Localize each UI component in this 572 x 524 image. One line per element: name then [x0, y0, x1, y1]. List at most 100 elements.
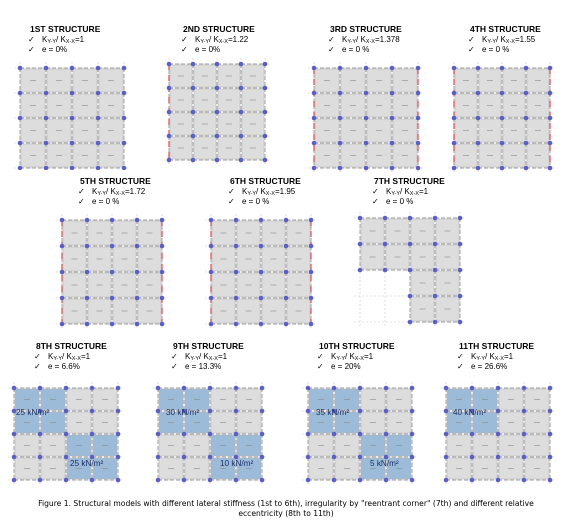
column-node [37, 477, 43, 483]
column-node [155, 408, 161, 414]
column-node [181, 454, 187, 460]
column-node [89, 408, 95, 414]
column-node [382, 215, 388, 221]
stiffness-ratio: ✓ KY-Y/ KX-X=1.378 [328, 35, 400, 45]
column-node [357, 215, 363, 221]
column-node [475, 115, 481, 121]
column-node [547, 385, 553, 391]
check-icon: ✓ [228, 197, 235, 206]
column-node [208, 321, 214, 327]
eccentricity: ✓ e = 0% [181, 45, 221, 54]
column-node [443, 431, 449, 437]
structure-title: 7TH STRUCTURE [374, 176, 445, 186]
column-node [115, 454, 121, 460]
column-node [17, 90, 23, 96]
eccentricity: ✓ e = 13.3% [171, 362, 222, 371]
check-icon: ✓ [171, 352, 178, 361]
column-node [233, 269, 239, 275]
column-node [258, 243, 264, 249]
column-node [121, 165, 127, 171]
column-node [109, 269, 115, 275]
column-node [523, 140, 529, 146]
column-node [214, 109, 220, 115]
column-node [134, 269, 140, 275]
column-node [337, 65, 343, 71]
column-node [283, 243, 289, 249]
column-node [262, 109, 268, 115]
check-icon: ✓ [28, 45, 35, 54]
column-node [258, 217, 264, 223]
column-node [415, 165, 421, 171]
column-node [475, 65, 481, 71]
column-node [115, 408, 121, 414]
column-node [43, 115, 49, 121]
column-node [415, 65, 421, 71]
column-node [547, 65, 553, 71]
eccentricity: ✓ e = 26.6% [457, 362, 508, 371]
column-node [37, 454, 43, 460]
structure-title: 4TH STRUCTURE [470, 24, 541, 34]
column-node [331, 408, 337, 414]
structure-title: 6TH STRUCTURE [230, 176, 301, 186]
stiffness-ratio: ✓ KY-Y/ KX-X=1.55 [468, 35, 536, 45]
column-node [43, 140, 49, 146]
column-node [37, 385, 43, 391]
column-node [357, 267, 363, 273]
column-node [443, 408, 449, 414]
model-3 [308, 62, 424, 177]
column-node [305, 477, 311, 483]
check-icon: ✓ [78, 197, 85, 206]
check-icon: ✓ [457, 362, 464, 371]
column-node [59, 217, 65, 223]
column-node [84, 321, 90, 327]
check-icon: ✓ [328, 45, 335, 54]
column-node [59, 295, 65, 301]
load-label: 40 kN/m² [453, 408, 486, 417]
column-node [59, 269, 65, 275]
column-node [63, 385, 69, 391]
model-1 [14, 62, 130, 175]
column-node [357, 454, 363, 460]
column-node [457, 241, 463, 247]
column-node [409, 385, 415, 391]
column-node [238, 109, 244, 115]
column-node [155, 454, 161, 460]
column-node [363, 115, 369, 121]
column-node [121, 65, 127, 71]
column-node [207, 408, 213, 414]
column-node [363, 90, 369, 96]
column-node [262, 157, 268, 163]
model-5 [52, 212, 170, 341]
stiffness-ratio: ✓ KY-Y/ KX-X=1.22 [181, 35, 249, 45]
stiffness-ratio: ✓ KY-Y/ KX-X=1 [457, 352, 514, 362]
column-node [457, 215, 463, 221]
column-node [283, 269, 289, 275]
column-node [451, 140, 457, 146]
column-node [233, 477, 239, 483]
model-10: 35 kN/m² 5 kN/m² [300, 380, 418, 495]
column-node [415, 140, 421, 146]
load-label: 5 kN/m² [370, 459, 399, 468]
column-node [469, 477, 475, 483]
column-node [382, 241, 388, 247]
load-label: 10 kN/m² [220, 459, 253, 468]
column-node [190, 61, 196, 67]
column-node [11, 477, 17, 483]
column-node [207, 454, 213, 460]
column-node [109, 295, 115, 301]
column-node [407, 215, 413, 221]
column-node [443, 454, 449, 460]
check-icon: ✓ [468, 35, 475, 44]
column-node [331, 431, 337, 437]
column-node [115, 431, 121, 437]
column-node [17, 65, 23, 71]
column-node [331, 477, 337, 483]
check-icon: ✓ [372, 187, 379, 196]
column-node [84, 217, 90, 223]
column-node [432, 267, 438, 273]
column-node [190, 85, 196, 91]
column-node [166, 133, 172, 139]
stiffness-ratio: ✓ KY-Y/ KX-X=1.72 [78, 187, 146, 197]
column-node [259, 477, 265, 483]
column-node [259, 431, 265, 437]
